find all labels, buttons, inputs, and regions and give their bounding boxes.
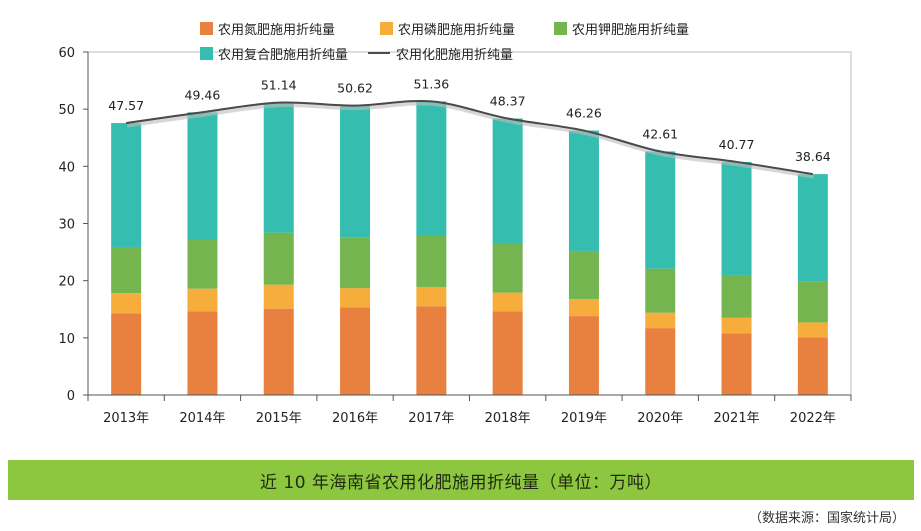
bar-segment xyxy=(721,333,752,395)
bar-segment xyxy=(340,105,371,238)
x-axis: 2013年 2014年 2015年 2016年 2017年 2018年 2019年 2020年… xyxy=(87,394,852,426)
bar-segment xyxy=(568,316,599,395)
legend-label: 农用复合肥施用折纯量 xyxy=(218,48,348,63)
bar-segment xyxy=(492,118,523,244)
caption-bar: 近 10 年海南省农用化肥施用折纯量（单位：万吨） xyxy=(8,460,914,500)
bar-segment xyxy=(645,151,676,269)
bar-segment xyxy=(187,311,218,395)
y-tick-label: 40 xyxy=(58,160,75,175)
bar-segment xyxy=(187,288,218,312)
y-axis: 0 10 20 30 40 50 60 xyxy=(58,46,89,404)
bar-segment xyxy=(721,317,752,334)
total-value-label: 51.14 xyxy=(261,78,297,93)
x-tick-label: 2019年 xyxy=(561,411,607,426)
bar-segment xyxy=(645,312,676,329)
bar-segment xyxy=(568,130,599,251)
bar-segment xyxy=(111,246,142,294)
legend-label: 农用化肥施用折纯量 xyxy=(396,48,513,63)
bar-segment xyxy=(263,308,294,395)
legend-swatch xyxy=(554,22,567,35)
bar-segment xyxy=(492,292,523,312)
data-label-layer: 47.57 49.46 51.14 50.62 51.36 48.37 46.26 42.61… xyxy=(108,76,831,164)
bar-segment xyxy=(340,288,371,308)
total-value-label: 47.57 xyxy=(108,98,144,113)
bar-segment xyxy=(721,274,752,318)
stacked-bar-chart: 47.57 49.46 51.14 50.62 51.36 48.37 46.26 42.61… xyxy=(58,22,852,426)
bar-layer xyxy=(111,101,828,395)
bar-segment xyxy=(797,337,828,395)
bar-segment xyxy=(263,284,294,309)
chart-caption: 近 10 年海南省农用化肥施用折纯量（单位：万吨） xyxy=(260,472,662,493)
total-line xyxy=(126,99,814,176)
bar-segment xyxy=(416,306,447,395)
legend-label: 农用钾肥施用折纯量 xyxy=(572,23,689,38)
bar-segment xyxy=(568,298,599,317)
total-value-label: 46.26 xyxy=(566,106,602,121)
y-tick-label: 20 xyxy=(58,275,75,290)
bar-segment xyxy=(645,328,676,395)
bar-segment xyxy=(111,313,142,395)
y-tick-label: 60 xyxy=(58,46,75,61)
legend-label: 农用氮肥施用折纯量 xyxy=(218,23,335,38)
bar-segment xyxy=(340,307,371,395)
total-line-shadow xyxy=(126,100,815,179)
y-tick-label: 10 xyxy=(58,332,75,347)
total-value-label: 38.64 xyxy=(795,149,831,164)
total-value-label: 50.62 xyxy=(337,81,373,96)
x-tick-label: 2015年 xyxy=(256,411,302,426)
bar-segment xyxy=(111,293,142,314)
x-tick-label: 2017年 xyxy=(408,411,454,426)
legend-swatch xyxy=(200,47,213,60)
bar-segment xyxy=(340,237,371,289)
total-value-label: 48.37 xyxy=(490,93,526,108)
x-tick-label: 2018年 xyxy=(485,411,531,426)
bar-segment xyxy=(721,161,752,275)
bar-segment xyxy=(416,286,447,307)
bar-segment xyxy=(797,174,828,282)
x-tick-label: 2021年 xyxy=(714,411,760,426)
bar-segment xyxy=(797,281,828,323)
bar-segment xyxy=(645,268,676,313)
total-value-label: 42.61 xyxy=(642,126,678,141)
y-tick-label: 0 xyxy=(67,389,75,404)
bar-segment xyxy=(568,250,599,299)
bar-segment xyxy=(111,123,142,247)
x-tick-label: 2014年 xyxy=(179,411,225,426)
x-tick-label: 2013年 xyxy=(103,411,149,426)
bar-segment xyxy=(187,112,218,240)
bar-segment xyxy=(416,101,447,236)
x-tick-label: 2016年 xyxy=(332,411,378,426)
legend-swatch xyxy=(380,22,393,35)
total-line-layer xyxy=(126,99,815,179)
legend-label: 农用磷肥施用折纯量 xyxy=(398,23,515,38)
bar-segment xyxy=(492,243,523,293)
data-source: （数据来源：国家统计局） xyxy=(748,511,905,526)
total-value-label: 40.77 xyxy=(719,137,755,152)
x-tick-label: 2020年 xyxy=(637,411,683,426)
legend-swatch xyxy=(200,22,213,35)
y-tick-label: 50 xyxy=(58,103,75,118)
total-value-label: 51.36 xyxy=(413,76,449,91)
y-tick-label: 30 xyxy=(58,218,75,233)
total-value-label: 49.46 xyxy=(185,87,221,102)
bar-segment xyxy=(263,232,294,285)
bar-segment xyxy=(416,235,447,287)
bar-segment xyxy=(263,102,294,233)
bar-segment xyxy=(797,322,828,338)
bar-segment xyxy=(187,239,218,289)
x-tick-label: 2022年 xyxy=(790,411,836,426)
bar-segment xyxy=(492,311,523,395)
